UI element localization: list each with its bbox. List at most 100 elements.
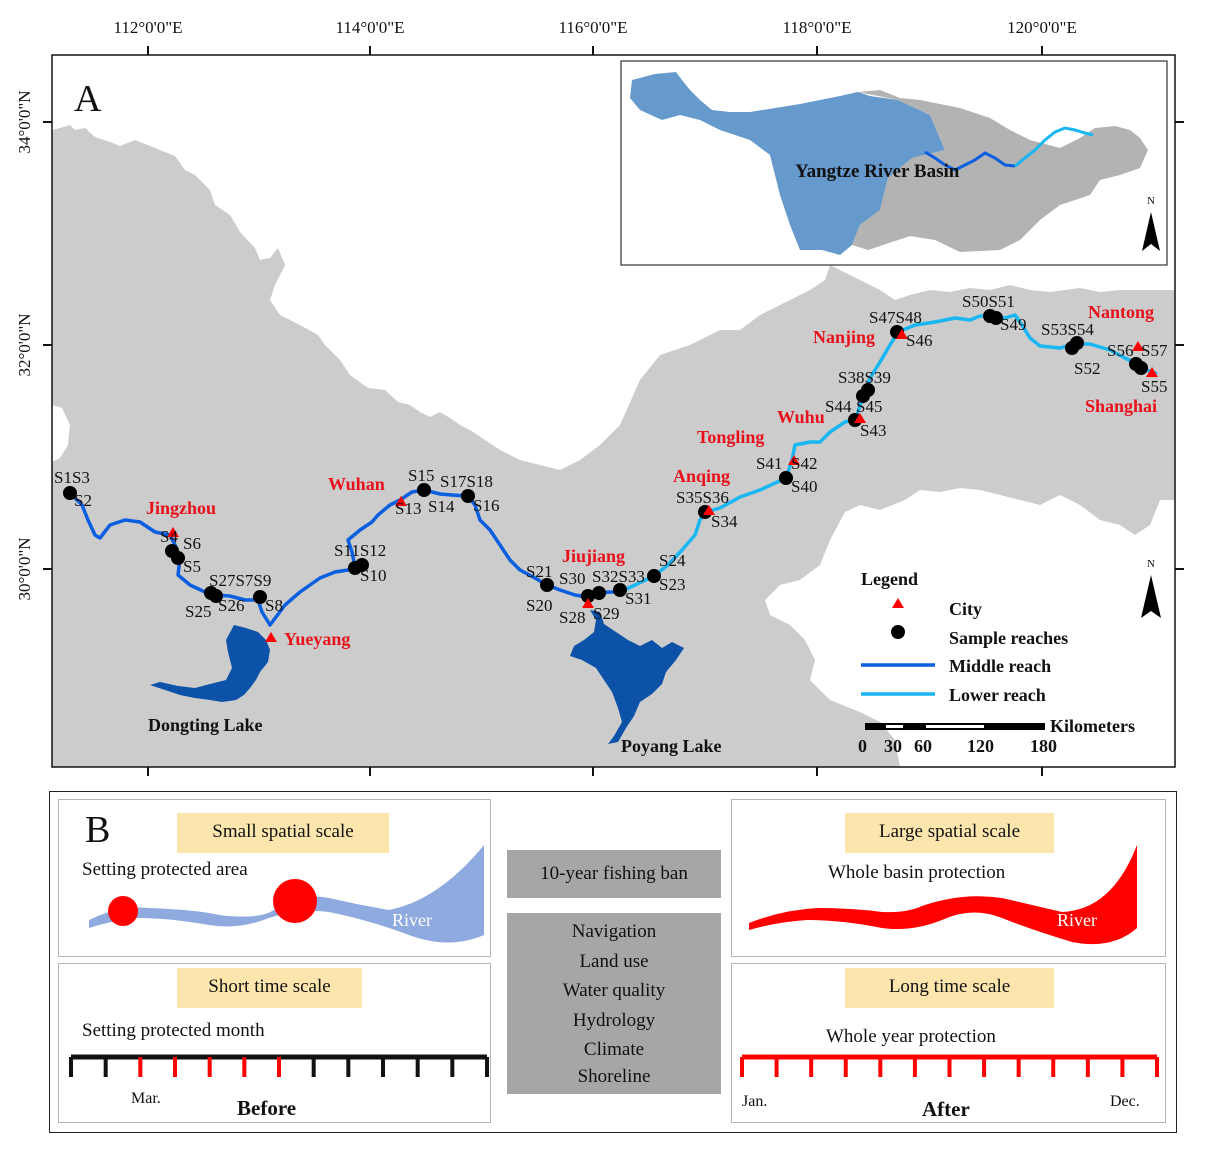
sample-label: S13 (395, 499, 421, 518)
sample-dot (613, 583, 627, 597)
city-label-nantong: Nantong (1088, 302, 1154, 322)
after-caption: After (922, 1097, 970, 1121)
sample-label: S6 (183, 534, 201, 553)
sample-dot (779, 471, 793, 485)
sample-label: S17S18 (440, 472, 493, 491)
poyang-lake (570, 610, 684, 744)
map-legend: Legend City Sample reaches Middle reach … (858, 569, 1135, 756)
sample-label: S49 (1000, 315, 1026, 334)
river-shape (89, 845, 484, 943)
sample-label: S52 (1074, 359, 1100, 378)
city-marker-jiujiang (582, 598, 594, 608)
sample-dot (461, 489, 475, 503)
sample-label: S10 (360, 566, 386, 585)
legend-city-icon (892, 598, 904, 608)
city-label-anqing: Anqing (673, 466, 730, 486)
city-marker-tongling (788, 455, 800, 465)
sample-label: S25 (185, 602, 211, 621)
before-caption: Before (237, 1096, 297, 1120)
factor-climate: Climate (583, 1039, 645, 1060)
sample-dot (540, 578, 554, 592)
city-marker-wuhan (395, 496, 407, 506)
sample-label: S24 (659, 551, 686, 570)
lat-label-30: 30°0'0"N (15, 537, 34, 600)
city-label-tongling: Tongling (697, 427, 764, 447)
scale-tick-0: 0 (858, 736, 867, 756)
study-area-map: Jingzhou Yueyang Wuhan Jiujiang Anqing T… (15, 18, 1184, 776)
axis-ticks (43, 46, 1184, 776)
sample-dot (253, 590, 267, 604)
sample-dot (592, 586, 606, 600)
sample-label: S21 (526, 562, 552, 581)
lake-label-poyang: Poyang Lake (621, 736, 722, 756)
inset-lower-basin (852, 90, 1148, 252)
sample-label: S47S48 (869, 308, 922, 327)
scale-tick-30: 30 (884, 736, 902, 756)
city-label-jiujiang: Jiujiang (562, 546, 625, 566)
inset-lower-reach (1014, 126, 1094, 168)
legend-title: Legend (861, 569, 918, 589)
factor-hydrology: Hydrology (572, 1009, 656, 1031)
small-scale-river-illustration: River (89, 845, 484, 943)
before-time-box: Short time scale Setting protected month… (58, 963, 491, 1123)
sample-labels: S1S3 S2 S4 S6 S5 S27S7S9 S25 S26 S8 S11S… (54, 292, 1168, 627)
outside-area (52, 405, 70, 462)
sample-label: S16 (473, 496, 499, 515)
inset-middle-reach (924, 150, 1016, 172)
sample-label: S44 (825, 397, 852, 416)
sample-label: S32S33 (592, 567, 645, 586)
city-label-yueyang: Yueyang (284, 629, 350, 649)
legend-item-middle: Middle reach (949, 656, 1051, 676)
sample-dot (581, 589, 595, 603)
sample-label: S34 (711, 512, 738, 531)
north-arrow-icon (1141, 575, 1161, 618)
large-spatial-scale-tag: Large spatial scale (845, 813, 1054, 853)
sample-label: S45 (856, 397, 882, 416)
city-marker-shanghai (1146, 367, 1158, 377)
long-time-scale-tag: Long time scale (845, 968, 1054, 1008)
factor-water-quality: Water quality (562, 980, 666, 1001)
sample-label: S40 (791, 477, 817, 496)
sample-label: S43 (860, 421, 886, 440)
factor-navigation: Navigation (571, 921, 657, 942)
sample-label: S8 (265, 596, 283, 615)
lon-label-114: 114°0'0"E (335, 18, 404, 37)
sample-label: S28 (559, 608, 585, 627)
march-label: Mar. (131, 1090, 161, 1107)
inset-north-arrow-icon (1142, 212, 1160, 251)
city-marker-wuhu (854, 413, 866, 423)
sample-label: S1S3 (54, 468, 90, 487)
river-label-after: River (1057, 910, 1097, 930)
city-markers (167, 329, 1158, 642)
river-label-before: River (392, 910, 432, 930)
small-spatial-scale-tag: Small spatial scale (177, 813, 389, 853)
scale-bar-segment (926, 725, 984, 728)
sample-label: S41 (756, 454, 782, 473)
sample-label: S27S7S9 (209, 571, 271, 590)
sample-label: S31 (625, 589, 651, 608)
sample-label: S20 (526, 596, 552, 615)
sample-label: S55 (1141, 377, 1167, 396)
january-label: Jan. (742, 1093, 768, 1110)
sample-label: S53S54 (1041, 320, 1094, 339)
sample-dot (861, 383, 875, 397)
sample-label: S14 (428, 497, 455, 516)
lon-label-120: 120°0'0"E (1007, 18, 1077, 37)
city-label-nanjing: Nanjing (813, 327, 875, 347)
sample-label: S35S36 (676, 488, 729, 507)
whole-year-protection-text: Whole year protection (826, 1026, 996, 1047)
panel-a-label: A (74, 78, 102, 120)
lon-label-112: 112°0'0"E (113, 18, 182, 37)
factor-shoreline: Shoreline (577, 1065, 651, 1087)
protected-area-large-icon (273, 879, 317, 923)
whole-basin-protection-text: Whole basin protection (828, 862, 1006, 883)
legend-item-city: City (949, 599, 982, 619)
sample-label: S15 (408, 466, 434, 485)
map-frame (51, 54, 1176, 768)
large-scale-river-illustration: River (749, 845, 1137, 945)
city-label-wuhu: Wuhu (777, 407, 825, 427)
basin-land (52, 125, 1175, 767)
sample-dot (647, 569, 661, 583)
city-marker-nanjing (896, 329, 908, 339)
scale-tick-60: 60 (914, 736, 932, 756)
